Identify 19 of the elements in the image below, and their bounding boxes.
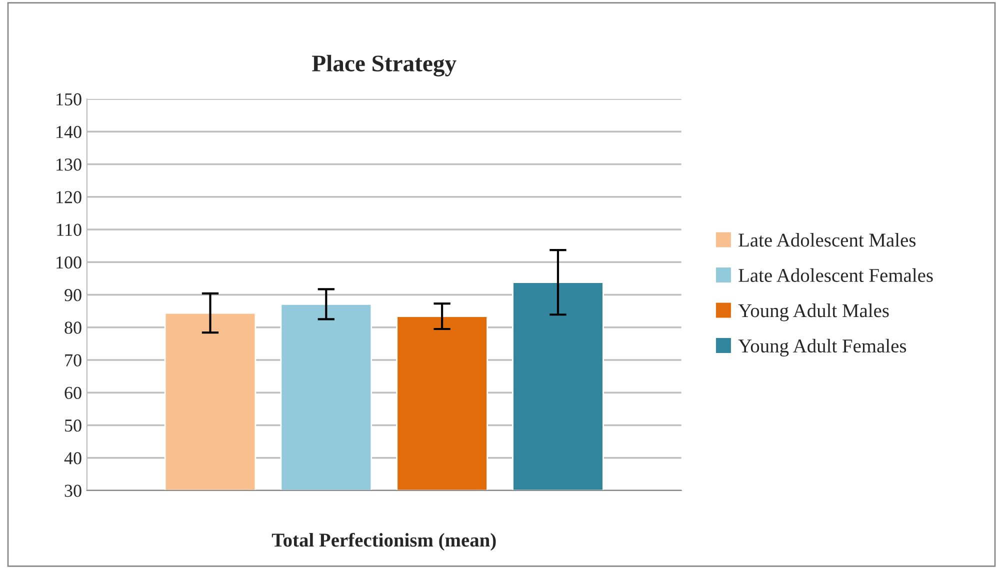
legend-label: Late Adolescent Females (738, 268, 933, 282)
y-tick-label: 140 (56, 126, 82, 138)
y-tick-label: 30 (64, 484, 82, 497)
chart-title: Place Strategy (312, 54, 456, 76)
y-tick-label: 80 (64, 322, 82, 334)
y-tick-label: 100 (56, 256, 82, 269)
y-tick-label: 120 (56, 191, 82, 204)
y-tick-label: 50 (65, 419, 82, 432)
y-tick-label: 150 (56, 93, 82, 106)
y-tick-label: 130 (56, 158, 82, 171)
y-tick-label: 90 (64, 289, 82, 302)
legend-label: Young Adult Females (738, 338, 906, 357)
legend-label: Late Adolescent Males (738, 233, 916, 247)
y-tick-label: 60 (64, 386, 82, 400)
legend-label: Young Adult Males (738, 304, 889, 322)
y-tick-label: 70 (65, 354, 82, 366)
y-tick-label: 40 (64, 452, 82, 464)
y-tick-label: 110 (57, 224, 82, 236)
x-axis-title: Total Perfectionism (mean) (272, 532, 496, 551)
